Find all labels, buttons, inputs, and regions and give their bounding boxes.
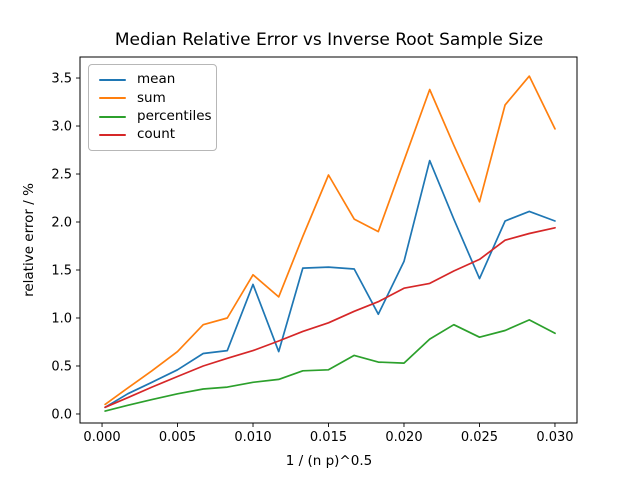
y-tick-label: 2.0 (51, 216, 72, 231)
mean-line-swatch (99, 79, 126, 82)
y-axis-label: relative error / % (21, 183, 37, 297)
x-tick-label: 0.015 (310, 430, 347, 445)
count-line-swatch (99, 133, 126, 136)
legend-item-count: count (99, 128, 206, 142)
legend-label-sum: sum (137, 89, 166, 106)
legend-label-percentiles: percentiles (137, 107, 212, 124)
x-axis-ticks: 0.000 0.005 0.010 0.015 0.020 0.025 0.030 (83, 423, 574, 445)
series-lines (104, 75, 556, 412)
x-tick-label: 0.020 (385, 430, 422, 445)
x-tick-label: 0.000 (83, 430, 120, 445)
line-mean (104, 159, 556, 409)
x-tick-label: 0.010 (234, 430, 271, 445)
percentiles-line-swatch (99, 115, 126, 118)
y-tick-label: 0.5 (51, 359, 72, 374)
legend-item-mean: mean (99, 73, 206, 87)
x-tick-label: 0.005 (159, 430, 196, 445)
x-axis-label: 1 / (n p)^0.5 (286, 453, 372, 469)
x-tick-label: 0.030 (536, 430, 573, 445)
y-tick-label: 3.5 (51, 72, 72, 87)
line-percentiles (104, 319, 556, 412)
sum-line-swatch (99, 97, 126, 100)
line-count (104, 226, 556, 409)
legend-item-sum: sum (99, 89, 206, 106)
y-tick-label: 0.0 (51, 407, 72, 422)
x-tick-label: 0.025 (461, 430, 498, 445)
legend-label-count: count (137, 126, 176, 143)
legend-label-mean: mean (137, 71, 176, 88)
y-axis-ticks: 0.0 0.5 1.0 1.5 2.0 2.5 3.0 3.5 (51, 72, 80, 422)
y-tick-label: 1.0 (51, 311, 72, 326)
legend-item-percentiles: percentiles (99, 109, 212, 124)
line-sum (104, 75, 556, 406)
y-tick-label: 1.5 (51, 263, 72, 278)
y-tick-label: 3.0 (51, 120, 72, 135)
chart-title: Median Relative Error vs Inverse Root Sa… (115, 30, 543, 50)
plot-area-frame (79, 56, 578, 424)
y-tick-label: 2.5 (51, 168, 72, 183)
legend: mean sum percentiles count (88, 64, 217, 151)
